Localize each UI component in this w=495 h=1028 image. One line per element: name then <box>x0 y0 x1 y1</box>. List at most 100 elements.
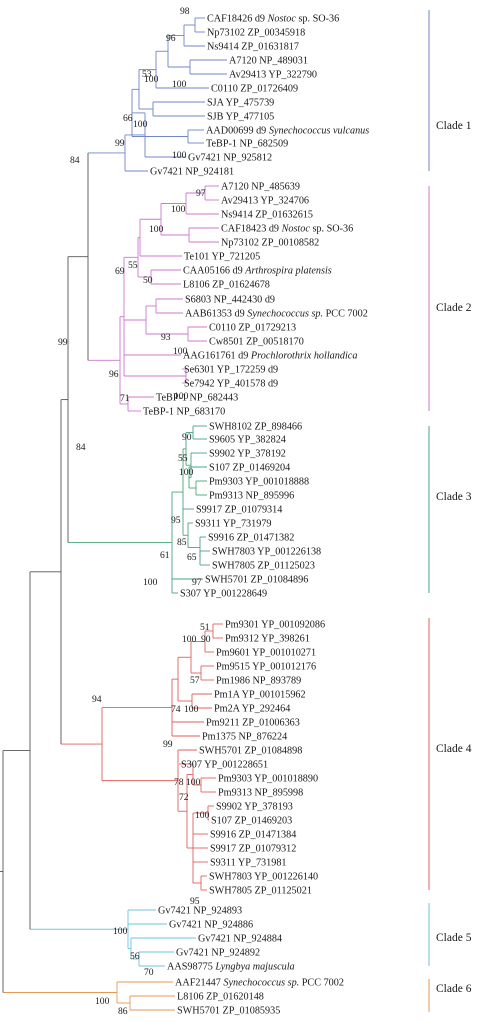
bootstrap-value: 90 <box>182 432 192 443</box>
taxon-label: CAA05166 d9 Arthrospira platensis <box>183 266 332 277</box>
taxon-label: S107 ZP_01469204 <box>209 463 290 474</box>
bootstrap-value: 100 <box>149 224 164 235</box>
clade1-label: Clade 1 <box>436 120 472 132</box>
clade-brackets: Clade 1 Clade 2 Clade 3 Clade 4 Clade 5 Clade… <box>428 10 472 1012</box>
taxon-label: S9902 YP_378193 <box>216 802 293 813</box>
bootstrap-value: 66 <box>123 113 133 124</box>
taxon-label: C0110 ZP_01726409 <box>211 84 298 95</box>
taxon-label: Gv7421 NP_924884 <box>198 934 282 945</box>
taxon-label: S9916 ZP_01471382 <box>208 533 294 544</box>
taxon-label: Av29413 YP_324706 <box>221 196 309 207</box>
taxon-label: S9902 YP_378192 <box>209 449 286 460</box>
clade6-label: Clade 6 <box>436 983 472 995</box>
bootstrap-value: 100 <box>186 777 201 788</box>
taxon-label: Se6301 YP_172259 d9 <box>184 365 278 376</box>
bootstrap-value: 100 <box>179 467 194 478</box>
bootstrap-value: 61 <box>160 550 170 561</box>
bootstrap-value: 100 <box>174 391 189 402</box>
taxon-label: SWH7805 ZP_01125023 <box>212 561 315 572</box>
taxon-label: Pm9303 YP_001018890 <box>218 774 318 785</box>
bootstrap-value: 72 <box>179 792 189 803</box>
taxon-label: C0110 ZP_01729213 <box>209 323 296 334</box>
bootstrap-value: 51 <box>200 622 210 633</box>
taxon-label: S9311 YP_731981 <box>210 858 287 869</box>
clade3-label: Clade 3 <box>436 491 472 503</box>
bootstrap-value: 71 <box>120 393 130 404</box>
bootstrap-value: 99 <box>115 138 125 149</box>
taxon-label: S9311 YP_731979 <box>195 519 272 530</box>
taxon-label: AAF21447 Synechococcus sp. PCC 7002 <box>175 978 344 989</box>
taxon-label: Pm9301 YP_001092086 <box>225 620 325 631</box>
taxon-labels: CAF18426 d9 Nostoc sp. SO-36 Np73102 ZP_0… <box>143 14 369 1017</box>
taxon-label: L8106 ZP_01620148 <box>177 992 264 1003</box>
taxon-label: SJB YP_477105 <box>207 112 274 123</box>
bootstrap-value: 93 <box>161 332 171 343</box>
bootstrap-value: 94 <box>92 694 102 705</box>
bootstrap-value: 97 <box>192 577 202 588</box>
taxon-label: Pm9601 YP_001010271 <box>216 648 316 659</box>
taxon-label: Pm1375 NP_876224 <box>202 732 287 743</box>
bootstrap-value: 97 <box>196 188 206 199</box>
bootstrap-value: 53 <box>142 69 152 80</box>
bootstrap-value: 99 <box>163 739 173 750</box>
taxon-label: Np73102 ZP_00345918 <box>207 28 305 39</box>
taxon-label: Pm9312 YP_398261 <box>225 634 310 645</box>
taxon-label: S9916 ZP_01471384 <box>210 830 296 841</box>
bootstrap-value: 100 <box>172 79 187 90</box>
taxon-label: SWH5701 ZP_01085935 <box>177 1006 280 1017</box>
taxon-label: AAB61353 d9 Synechococcus sp. PCC 7002 <box>185 309 368 320</box>
bootstrap-value: 70 <box>144 967 154 978</box>
clade4-label: Clade 4 <box>436 743 472 755</box>
taxon-label: Ns9414 ZP_01631817 <box>207 42 299 53</box>
taxon-label: TeBP-1 NP_682443 <box>156 393 238 404</box>
taxon-label: Cw8501 ZP_00518170 <box>209 337 304 348</box>
taxon-label: Pm9303 YP_001018888 <box>209 477 309 488</box>
bootstrap-value: 99 <box>58 337 68 348</box>
bootstrap-value: 56 <box>130 951 140 962</box>
taxon-label: Ns9414 ZP_01632615 <box>221 210 313 221</box>
bootstrap-value: 50 <box>143 275 153 286</box>
clade5-label: Clade 5 <box>436 932 472 944</box>
taxon-label: SJA YP_475739 <box>207 98 274 109</box>
taxon-label: CAF18423 d9 Nostoc sp. SO-36 <box>221 224 353 235</box>
bootstrap-value: 86 <box>118 1006 128 1017</box>
taxon-label: S9917 ZP_01079312 <box>210 844 296 855</box>
taxon-label: Gv7421 NP_924893 <box>158 906 242 917</box>
bootstrap-value: 74 <box>171 704 181 715</box>
taxon-label: S307 YP_001228651 <box>181 760 268 771</box>
bootstrap-value: 100 <box>173 346 188 357</box>
bootstrap-value: 100 <box>182 634 197 645</box>
taxon-label: Av29413 YP_322790 <box>229 70 317 81</box>
taxon-label: SWH8102 ZP_898466 <box>209 422 302 433</box>
taxon-label: Gv7421 NP_924886 <box>169 920 253 931</box>
taxon-label: S107 ZP_01469203 <box>211 816 292 827</box>
bootstrap-value: 55 <box>128 260 138 271</box>
taxon-label: A7120 NP_485639 <box>221 182 300 193</box>
bootstrap-value: 100 <box>95 996 110 1007</box>
taxon-label: Pm9313 NP_895996 <box>209 491 294 502</box>
taxon-label: S9605 YP_382824 <box>209 435 286 446</box>
taxon-label: SWH7803 YP_001226138 <box>212 547 321 558</box>
bootstrap-value: 100 <box>113 926 128 937</box>
bootstrap-value: 100 <box>172 150 187 161</box>
bootstrap-value: 100 <box>171 204 186 215</box>
taxon-label: AAS98775 Lyngbya majuscula <box>167 962 295 973</box>
taxon-label: AAG161761 d9 Prochlorothrix hollandica <box>183 351 357 362</box>
taxon-label: CAF18426 d9 Nostoc sp. SO-36 <box>207 14 339 25</box>
taxon-label: Te101 YP_721205 <box>184 252 260 263</box>
bootstrap-value: 100 <box>133 119 148 130</box>
taxon-label: S307 YP_001228649 <box>180 589 267 600</box>
taxon-label: AAD00699 d9 Synechococcus vulcanus <box>206 126 369 137</box>
bootstrap-value: 100 <box>144 74 159 85</box>
taxon-label: TeBP-1 NP_683170 <box>143 407 225 418</box>
clade2-label: Clade 2 <box>436 302 472 314</box>
taxon-label: Pm9515 YP_001012176 <box>216 662 316 673</box>
taxon-label: SWH7803 YP_001226140 <box>209 872 318 883</box>
bootstrap-value: 100 <box>195 810 210 821</box>
bootstrap-value: 96 <box>109 369 119 380</box>
bootstrap-value: 100 <box>143 577 158 588</box>
bootstrap-value: 98 <box>180 6 190 17</box>
bootstrap-value: 85 <box>177 537 187 548</box>
taxon-label: A7120 NP_489031 <box>229 56 308 67</box>
